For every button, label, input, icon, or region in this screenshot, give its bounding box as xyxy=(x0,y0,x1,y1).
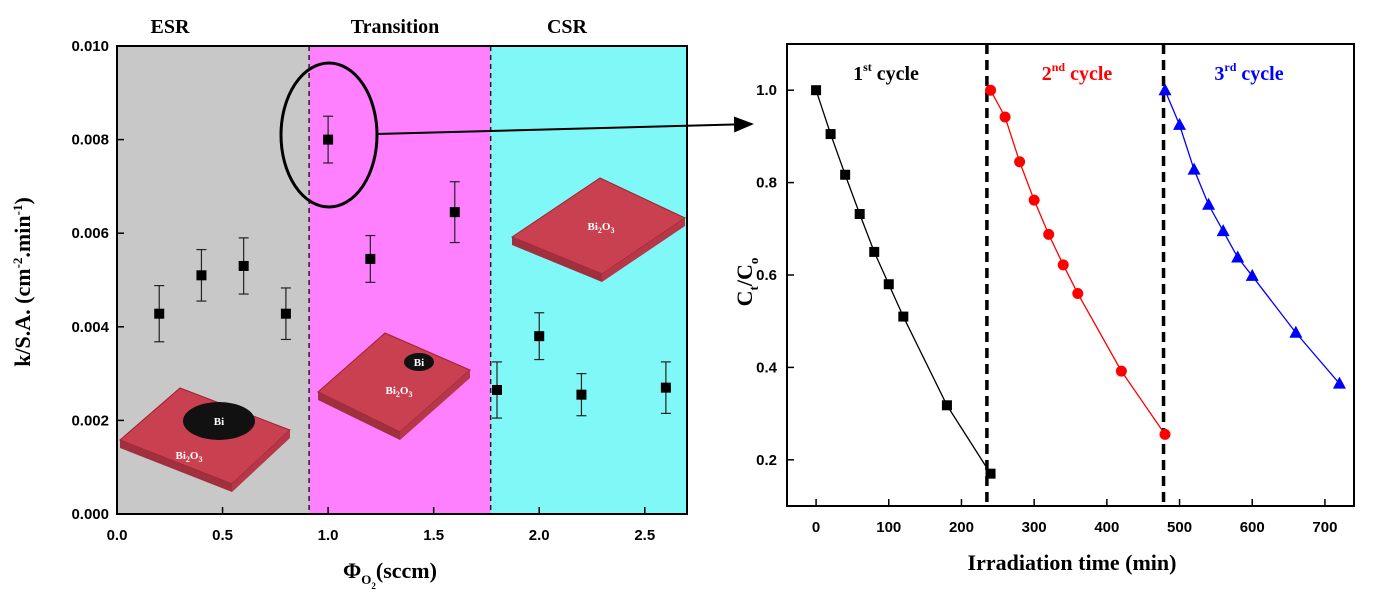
y-tick-label: 0.002 xyxy=(71,412,109,429)
series-line-3 xyxy=(1164,89,1340,384)
data-point xyxy=(449,207,460,218)
data-point xyxy=(492,384,502,395)
cycle-1-point xyxy=(941,400,952,411)
cycle-1-point xyxy=(811,85,822,96)
inset-oxide-label-3: Bi2O3 xyxy=(588,221,615,235)
x-tick-label: 700 xyxy=(1312,519,1337,536)
data-point xyxy=(238,260,249,271)
x-tick-label: 1.5 xyxy=(423,527,444,544)
data-point xyxy=(154,308,165,319)
cycle-3-point xyxy=(1245,268,1259,281)
pointer-arrow xyxy=(376,116,754,135)
y-tick-label: 0.2 xyxy=(756,452,777,469)
region-2 xyxy=(490,46,687,514)
cycle-1-point xyxy=(840,169,851,180)
cycle-2-point xyxy=(1028,194,1040,206)
data-point xyxy=(576,389,587,400)
inset-csr: Bi2O3 xyxy=(510,177,687,282)
left-plot-frame xyxy=(116,45,688,515)
y-tick-label: 0.000 xyxy=(71,506,109,523)
data-point xyxy=(365,253,376,264)
x-tick-label: 100 xyxy=(876,519,901,536)
region-label-1: Transition xyxy=(351,16,440,38)
cycle-3-point xyxy=(1289,325,1303,338)
cycle-2-point xyxy=(1115,365,1127,377)
data-point xyxy=(196,270,207,281)
y-tick-label: 0.006 xyxy=(71,225,109,242)
x-tick-label: 400 xyxy=(1094,519,1119,536)
cycle-1-point xyxy=(985,468,996,479)
inset-esr: Bi Bi2O3 xyxy=(119,387,291,492)
data-point xyxy=(660,382,671,393)
data-point xyxy=(323,134,334,145)
data-point xyxy=(534,331,545,342)
region-label-2: CSR xyxy=(547,16,588,38)
inset-bi-small-label: Bi xyxy=(414,357,424,369)
left-y-axis-title: k/S.A. (cm-2.min-1) xyxy=(10,197,35,367)
cycle-label-1: 1st cycle xyxy=(853,60,919,85)
x-tick-label: 0.0 xyxy=(107,527,128,544)
data-point xyxy=(280,308,291,319)
cycle-3-point xyxy=(1158,83,1172,96)
right-plot-frame xyxy=(786,43,1355,507)
inset-oxide-label: Bi2O3 xyxy=(176,450,203,464)
cycle-label-2: 2nd cycle xyxy=(1042,60,1113,85)
cycle-2-point xyxy=(1159,428,1171,440)
y-tick-label: 0.010 xyxy=(71,38,109,55)
cycle-3-point xyxy=(1332,376,1346,389)
right-y-axis-title: Ct/Co xyxy=(732,258,761,307)
x-tick-label: 300 xyxy=(1022,519,1047,536)
inset-transition: Bi Bi2O3 xyxy=(317,332,471,440)
cycle-label-3: 3rd cycle xyxy=(1214,60,1283,85)
cycle-2-point xyxy=(1072,287,1084,299)
x-tick-label: 500 xyxy=(1167,519,1192,536)
cycle-1-point xyxy=(854,209,865,220)
cycle-2-point xyxy=(1057,259,1069,271)
cycle-1-point xyxy=(883,279,894,290)
region-1 xyxy=(309,46,491,514)
cycle-3-point xyxy=(1231,250,1245,263)
cycle-1-point xyxy=(825,129,836,140)
x-tick-label: 600 xyxy=(1240,519,1265,536)
cycle-2-point xyxy=(1043,228,1055,240)
x-tick-label: 0 xyxy=(812,519,820,536)
x-tick-label: 0.5 xyxy=(212,527,233,544)
x-tick-label: 2.0 xyxy=(529,527,550,544)
inset-bi-label: Bi xyxy=(214,416,224,428)
right-chart: 0 100 200 300 400 500 600 700 0.2 0.4 0.6 0.8 1.0 1s… xyxy=(732,43,1355,575)
x-tick-label: 200 xyxy=(949,519,974,536)
y-tick-label: 0.008 xyxy=(71,132,109,149)
x-tick-label: 1.0 xyxy=(318,527,339,544)
cycle-3-point xyxy=(1187,162,1201,175)
x-tick-label: 2.5 xyxy=(634,527,655,544)
inset-oxide-label-2: Bi2O3 xyxy=(386,385,413,399)
series-line-2 xyxy=(989,89,1166,435)
y-tick-label: 0.4 xyxy=(756,359,778,376)
left-chart: ESR Transition CSR 0.0 0.5 1.0 1.5 2.0 2.5 0.000… xyxy=(10,16,754,591)
right-x-axis-title: Irradiation time (min) xyxy=(968,550,1177,575)
left-x-axis-title: ΦO2(sccm) xyxy=(343,558,437,591)
cycle-3-point xyxy=(1173,117,1187,130)
cycle-1-point xyxy=(869,246,880,257)
cycle-2-point xyxy=(985,84,997,96)
cycle-2-point xyxy=(999,111,1011,123)
y-tick-label: 0.6 xyxy=(756,267,777,284)
cycle-1-point xyxy=(898,311,909,322)
highlight-ellipse xyxy=(279,61,379,209)
y-tick-label: 1.0 xyxy=(756,82,777,99)
y-tick-label: 0.8 xyxy=(756,175,777,192)
series-line-1 xyxy=(815,89,992,475)
cycle-3-point xyxy=(1202,197,1216,210)
y-tick-label: 0.004 xyxy=(71,319,109,336)
cycle-3-point xyxy=(1216,224,1230,237)
cycle-2-point xyxy=(1014,156,1026,168)
region-label-0: ESR xyxy=(151,16,190,38)
